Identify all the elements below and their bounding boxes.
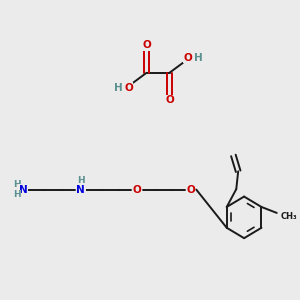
Text: H: H xyxy=(114,82,122,93)
Text: CH₃: CH₃ xyxy=(280,212,297,221)
Text: O: O xyxy=(186,184,195,195)
Text: H: H xyxy=(194,53,203,63)
Text: N: N xyxy=(76,184,85,195)
Text: O: O xyxy=(124,82,133,93)
Text: O: O xyxy=(165,95,174,106)
Text: O: O xyxy=(183,53,192,63)
Text: N: N xyxy=(19,184,28,195)
Text: H: H xyxy=(13,180,20,189)
Text: H: H xyxy=(13,190,20,199)
Text: O: O xyxy=(142,40,151,50)
Text: O: O xyxy=(133,184,141,195)
Text: H: H xyxy=(77,176,85,185)
